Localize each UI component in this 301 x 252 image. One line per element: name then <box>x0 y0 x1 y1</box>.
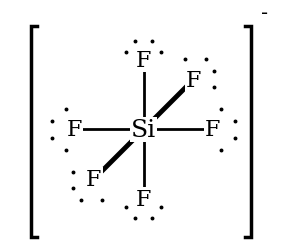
Text: F: F <box>136 50 151 72</box>
Text: F: F <box>136 188 151 210</box>
Text: Si: Si <box>131 118 156 141</box>
Text: -: - <box>261 4 268 23</box>
Text: F: F <box>186 69 201 91</box>
Text: F: F <box>67 119 82 141</box>
Text: F: F <box>205 119 221 141</box>
Text: F: F <box>86 169 101 191</box>
